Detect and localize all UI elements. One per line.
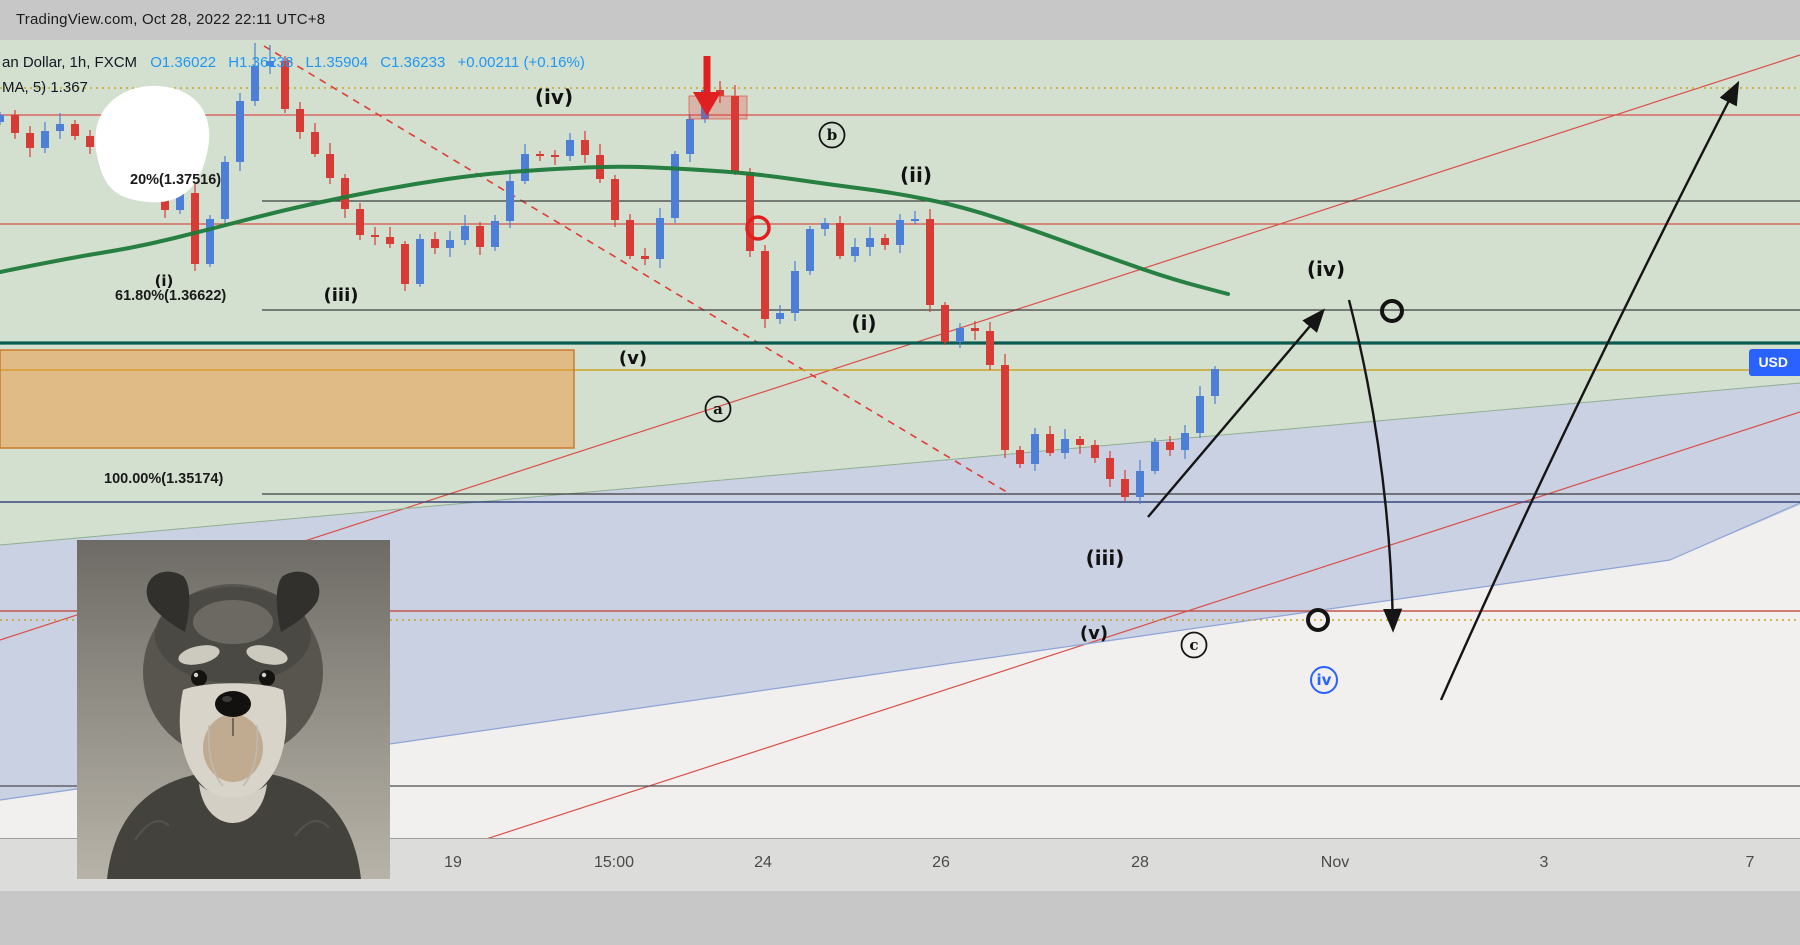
moving-average-line — [0, 164, 1230, 296]
dog-eye-left — [191, 670, 207, 686]
circled-letter-labels: b a c — [704, 121, 1208, 659]
wave-label: (v) — [1080, 623, 1108, 644]
wave-label: (iv) — [535, 85, 573, 109]
legend-high: H1.36238 — [228, 54, 294, 71]
symbol-legend[interactable]: an Dollar, 1h, FXCM O1.36022 H1.36238 L1… — [2, 54, 593, 71]
currency-badge: USD — [1749, 349, 1800, 376]
legend-change: +0.00211 (+0.16%) — [457, 54, 585, 71]
dog-ear-left — [146, 571, 190, 632]
dog-nose — [215, 691, 251, 717]
dog-ear-right — [276, 571, 320, 632]
dog-eye-right — [259, 670, 275, 686]
candlestick-series — [0, 43, 1219, 504]
wave-label: (ii) — [900, 163, 932, 187]
projection-arrows — [1147, 80, 1740, 701]
fib-label: 20%(1.37516) — [130, 172, 221, 188]
dog-eyebrow-left — [178, 645, 220, 665]
time-axis-label: 3 — [1539, 854, 1549, 871]
dog-photo-overlay — [77, 540, 390, 879]
blue-iv-marker: iv — [1310, 666, 1338, 694]
ma-legend[interactable]: MA, 5) 1.367 — [2, 79, 88, 96]
time-axis-label: 7 — [1745, 854, 1755, 871]
wave-labels: (iv) (ii) (i) (iii) (v) (i) (iii) (v) (iv) — [155, 85, 1346, 644]
wave-label: (iii) — [324, 285, 359, 306]
legend-open: O1.36022 — [150, 54, 217, 71]
dog-body — [107, 770, 361, 879]
red-down-arrow — [693, 56, 721, 116]
legend-low: L1.35904 — [305, 54, 369, 71]
blue-channel — [0, 383, 1800, 800]
wave-label: (iv) — [1307, 257, 1345, 281]
fib-labels: 20%(1.37516) 61.80%(1.36622) 100.00%(1.351… — [104, 172, 226, 487]
fib-label: 100.00%(1.35174) — [104, 471, 223, 487]
chart-content: iv (iv) (ii) (i) (iii) (v) (i) (iii) (v) (iv) b a c 2… — [0, 40, 1800, 838]
wave-label: (v) — [619, 348, 647, 369]
circled-letter: a — [713, 400, 723, 418]
dog-beard — [199, 784, 267, 823]
horizontal-levels — [0, 87, 1800, 787]
time-axis-label: 28 — [1131, 854, 1149, 871]
watermark-timestamp: TradingView.com, Oct 28, 2022 22:11 UTC+… — [16, 11, 326, 28]
wave-label: (i) — [155, 272, 174, 290]
wave-label: (iii) — [1086, 546, 1125, 570]
circled-letter: b — [827, 126, 838, 144]
circled-letter: c — [1189, 636, 1198, 654]
wave-label: (i) — [851, 311, 876, 335]
white-blob-overlay — [95, 85, 210, 203]
time-axis-label: 26 — [932, 854, 950, 871]
fib-label: 61.80%(1.36622) — [115, 288, 226, 304]
time-axis-label: Nov — [1320, 854, 1350, 871]
time-axis-label: 19 — [444, 854, 462, 871]
circle-markers — [745, 215, 1404, 632]
time-axis-label: 15:00 — [593, 854, 635, 871]
time-axis-label: 24 — [754, 854, 772, 871]
legend-close: C1.36233 — [380, 54, 446, 71]
orange-zone-box — [0, 349, 575, 449]
symbol-title: an Dollar, 1h, FXCM — [2, 54, 138, 71]
svg-text:iv: iv — [1317, 671, 1332, 689]
dog-eyebrow-right — [246, 645, 288, 665]
